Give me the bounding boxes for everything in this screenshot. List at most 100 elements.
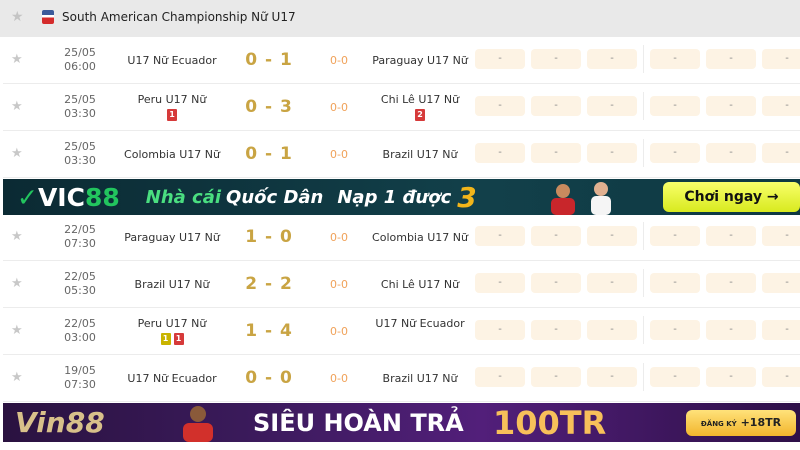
- ad-promo-number: 3: [457, 180, 477, 214]
- odds-divider: [643, 45, 644, 73]
- home-team[interactable]: U17 Nữ Ecuador: [127, 54, 217, 67]
- match-row[interactable]: ★ 22/05 03:00 Peru U17 Nữ 1 1 1 - 4 0-0 U17…: [3, 309, 800, 355]
- home-team[interactable]: Brazil U17 Nữ: [134, 278, 210, 291]
- odds-cell[interactable]: -: [587, 367, 637, 387]
- favorite-star-icon[interactable]: ★: [11, 229, 23, 244]
- register-button[interactable]: ĐĂNG KÝ +18TR: [686, 410, 796, 436]
- odds-cell[interactable]: -: [650, 273, 700, 293]
- odds-cell[interactable]: -: [762, 143, 800, 163]
- home-team[interactable]: Colombia U17 Nữ: [124, 148, 220, 161]
- away-team[interactable]: Brazil U17 Nữ: [382, 148, 458, 161]
- match-row[interactable]: ★ 22/05 05:30 Brazil U17 Nữ 2 - 2 0-0 Chi…: [3, 262, 800, 308]
- odds-cell[interactable]: -: [587, 226, 637, 246]
- odds-cell[interactable]: -: [531, 96, 581, 116]
- away-team[interactable]: U17 Nữ Ecuador: [375, 317, 465, 330]
- match-score[interactable]: 0 - 0: [245, 368, 293, 388]
- odds-cell[interactable]: -: [706, 226, 756, 246]
- favorite-star-icon[interactable]: ★: [11, 146, 23, 161]
- odds-cell[interactable]: -: [531, 143, 581, 163]
- away-team[interactable]: Brazil U17 Nữ: [382, 372, 458, 385]
- odds-cell[interactable]: -: [475, 143, 525, 163]
- odds-cell[interactable]: -: [650, 49, 700, 69]
- odds-group: ------: [475, 363, 800, 391]
- player-image: [183, 406, 213, 442]
- match-score[interactable]: 0 - 3: [245, 97, 293, 117]
- match-datetime: 25/05 03:30: [64, 140, 96, 167]
- match-score[interactable]: 1 - 0: [245, 227, 293, 247]
- favorite-star-icon[interactable]: ★: [11, 52, 23, 67]
- odds-cell[interactable]: -: [706, 273, 756, 293]
- odds-group: ------: [475, 92, 800, 120]
- match-row[interactable]: ★ 22/05 07:30 Paraguay U17 Nữ 1 - 0 0-0 C…: [3, 215, 800, 261]
- odds-cell[interactable]: -: [706, 320, 756, 340]
- match-score[interactable]: 2 - 2: [245, 274, 293, 294]
- odds-divider: [643, 139, 644, 167]
- odds-cell[interactable]: -: [706, 96, 756, 116]
- odds-cell[interactable]: -: [587, 96, 637, 116]
- odds-cell[interactable]: -: [531, 226, 581, 246]
- match-score[interactable]: 0 - 1: [245, 50, 293, 70]
- odds-cell[interactable]: -: [531, 320, 581, 340]
- home-team[interactable]: Peru U17 Nữ 1: [137, 93, 207, 121]
- odds-cell[interactable]: -: [762, 96, 800, 116]
- odds-cell[interactable]: -: [650, 143, 700, 163]
- odds-group: ------: [475, 269, 800, 297]
- odds-cell[interactable]: -: [475, 367, 525, 387]
- away-team[interactable]: Colombia U17 Nữ: [372, 231, 468, 244]
- odds-cell[interactable]: -: [762, 320, 800, 340]
- match-datetime: 22/05 03:00: [64, 317, 96, 344]
- odds-cell[interactable]: -: [762, 273, 800, 293]
- away-team[interactable]: Paraguay U17 Nữ: [372, 54, 468, 67]
- odds-cell[interactable]: -: [706, 49, 756, 69]
- league-title[interactable]: South American Championship Nữ U17: [62, 10, 296, 24]
- odds-cell[interactable]: -: [531, 273, 581, 293]
- odds-cell[interactable]: -: [587, 273, 637, 293]
- favorite-star-icon[interactable]: ★: [11, 370, 23, 385]
- odds-cell[interactable]: -: [475, 273, 525, 293]
- favorite-star-icon[interactable]: ★: [11, 323, 23, 338]
- red-card-badge: 2: [415, 109, 425, 121]
- play-now-button[interactable]: Chơi ngay →: [663, 182, 800, 212]
- odds-cell[interactable]: -: [587, 143, 637, 163]
- league-flag-icon: [42, 10, 54, 24]
- odds-cell[interactable]: -: [531, 49, 581, 69]
- odds-cell[interactable]: -: [475, 226, 525, 246]
- favorite-star-icon[interactable]: ★: [11, 9, 24, 25]
- halftime-score: 0-0: [330, 148, 348, 161]
- odds-cell[interactable]: -: [587, 320, 637, 340]
- match-score[interactable]: 1 - 4: [245, 321, 293, 341]
- red-card-badge: 1: [173, 333, 184, 345]
- odds-cell[interactable]: -: [650, 367, 700, 387]
- match-row[interactable]: ★ 19/05 07:30 U17 Nữ Ecuador 0 - 0 0-0 Br…: [3, 356, 800, 402]
- match-row[interactable]: ★ 25/05 06:00 U17 Nữ Ecuador 0 - 1 0-0 Pa…: [3, 38, 800, 84]
- odds-cell[interactable]: -: [475, 320, 525, 340]
- match-row[interactable]: ★ 25/05 03:30 Peru U17 Nữ 1 0 - 3 0-0 Chi …: [3, 85, 800, 131]
- favorite-star-icon[interactable]: ★: [11, 276, 23, 291]
- red-card-badge: 1: [167, 109, 177, 121]
- favorite-star-icon[interactable]: ★: [11, 99, 23, 114]
- home-team[interactable]: Paraguay U17 Nữ: [124, 231, 220, 244]
- odds-cell[interactable]: -: [762, 49, 800, 69]
- odds-cell[interactable]: -: [475, 96, 525, 116]
- odds-cell[interactable]: -: [762, 367, 800, 387]
- home-team[interactable]: U17 Nữ Ecuador: [127, 372, 217, 385]
- away-team[interactable]: Chi Lê U17 Nữ 2: [380, 93, 460, 121]
- match-row[interactable]: ★ 25/05 03:30 Colombia U17 Nữ 0 - 1 0-0 B…: [3, 132, 800, 178]
- ad-promo: Nạp 1 được: [337, 186, 452, 208]
- odds-cell[interactable]: -: [587, 49, 637, 69]
- home-team[interactable]: Peru U17 Nữ 1 1: [137, 317, 207, 345]
- odds-cell[interactable]: -: [531, 367, 581, 387]
- odds-cell[interactable]: -: [706, 143, 756, 163]
- vin88-ad-banner[interactable]: Vin88 SIÊU HOÀN TRẢ 100TR ĐĂNG KÝ +18TR: [3, 403, 800, 442]
- odds-divider: [643, 222, 644, 250]
- odds-cell[interactable]: -: [650, 96, 700, 116]
- odds-cell[interactable]: -: [650, 226, 700, 246]
- odds-group: ------: [475, 139, 800, 167]
- odds-cell[interactable]: -: [475, 49, 525, 69]
- vic88-ad-banner[interactable]: ✓VIC88 Nhà cái Quốc Dân Nạp 1 được 3 Chơ…: [3, 179, 800, 215]
- match-score[interactable]: 0 - 1: [245, 144, 293, 164]
- odds-cell[interactable]: -: [650, 320, 700, 340]
- odds-cell[interactable]: -: [762, 226, 800, 246]
- odds-cell[interactable]: -: [706, 367, 756, 387]
- away-team[interactable]: Chi Lê U17 Nữ: [380, 278, 460, 291]
